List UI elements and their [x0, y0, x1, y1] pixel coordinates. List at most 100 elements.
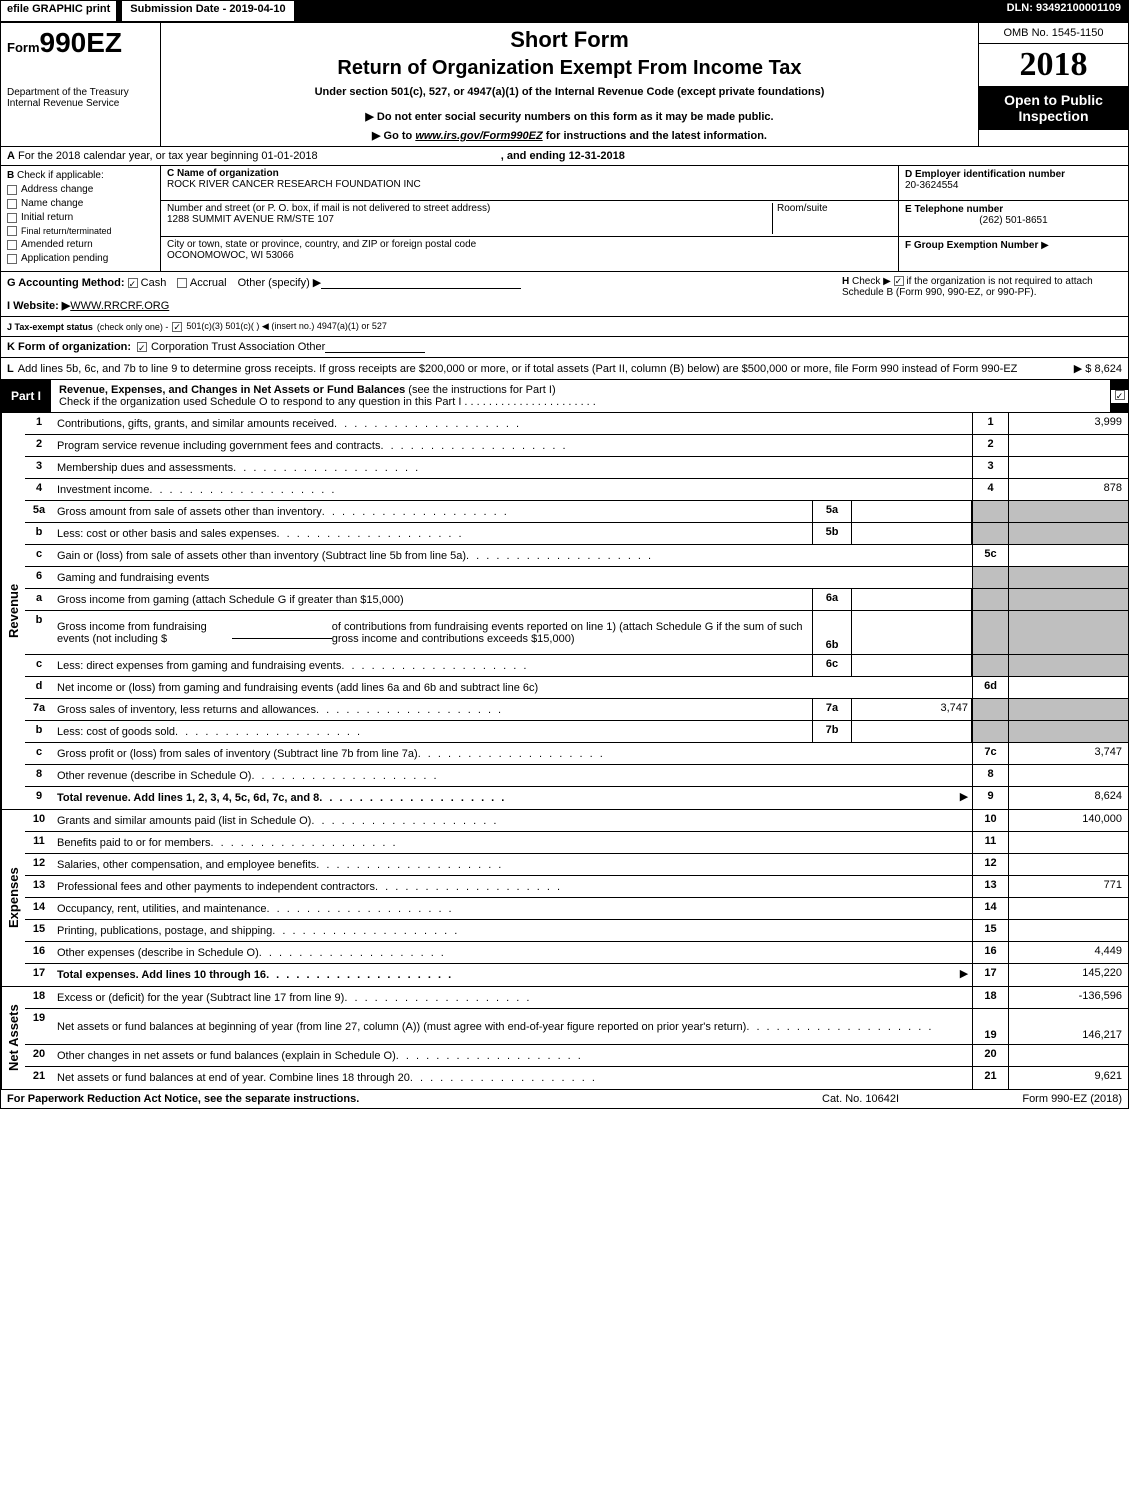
line-6c-num: c	[25, 655, 53, 676]
footer-row: For Paperwork Reduction Act Notice, see …	[0, 1090, 1129, 1109]
website[interactable]: WWW.RRCRF.ORG	[70, 300, 169, 312]
checkbox-h[interactable]	[894, 276, 904, 286]
header-left: Form990EZ Department of the Treasury Int…	[1, 23, 161, 146]
line-5a-sub: 5a	[812, 501, 852, 522]
f-arrow: ▶	[1041, 240, 1049, 251]
row-a: A For the 2018 calendar year, or tax yea…	[0, 147, 1129, 166]
arrow-icon: ▶	[956, 787, 972, 809]
checkbox-501c3[interactable]	[172, 322, 182, 332]
k-other-input[interactable]	[325, 341, 425, 353]
k-label: K Form of organization:	[7, 341, 131, 353]
line-7c-val: 3,747	[1008, 743, 1128, 764]
l-amount: ▶ $ 8,624	[1074, 362, 1122, 375]
line-7b-val-grey	[1008, 721, 1128, 742]
line-6a-box-grey	[972, 589, 1008, 610]
line-18-num: 18	[25, 987, 53, 1008]
line-1-num: 1	[25, 413, 53, 434]
header-note-1: ▶ Do not enter social security numbers o…	[169, 110, 970, 123]
line-11-box: 11	[972, 832, 1008, 853]
part-1-header: Part I Revenue, Expenses, and Changes in…	[0, 380, 1129, 413]
net-assets-section: Net Assets 18Excess or (deficit) for the…	[0, 987, 1129, 1090]
other-label: Other (specify) ▶	[238, 277, 322, 289]
line-6-num: 6	[25, 567, 53, 588]
amended-return-label: Amended return	[21, 239, 93, 250]
checkbox-amended-return[interactable]	[7, 240, 17, 250]
line-5c-val	[1008, 545, 1128, 566]
line-20-box: 20	[972, 1045, 1008, 1066]
e-label: E Telephone number	[905, 204, 1122, 215]
irs-label: Internal Revenue Service	[7, 98, 154, 109]
line-8-num: 8	[25, 765, 53, 786]
efile-label: efile GRAPHIC print	[0, 0, 117, 22]
line-6b-val-grey	[1008, 611, 1128, 654]
line-7b-sval	[852, 721, 972, 742]
line-6a-sval	[852, 589, 972, 610]
note2-link[interactable]: www.irs.gov/Form990EZ	[415, 130, 542, 142]
line-6d-box: 6d	[972, 677, 1008, 698]
line-16-val: 4,449	[1008, 942, 1128, 963]
line-1-val: 3,999	[1008, 413, 1128, 434]
line-15-num: 15	[25, 920, 53, 941]
line-5b-sub: 5b	[812, 523, 852, 544]
line-7a-sval: 3,747	[852, 699, 972, 720]
line-6b-desc-post: of contributions from fundraising events…	[332, 621, 808, 645]
part-1-title-rest: (see the instructions for Part I)	[405, 384, 555, 396]
note2-pre: ▶ Go to	[372, 130, 415, 142]
revenue-section: Revenue 1Contributions, gifts, grants, a…	[0, 413, 1129, 810]
g-label: G Accounting Method:	[7, 277, 125, 289]
checkbox-final-return[interactable]	[7, 226, 17, 236]
room-label: Room/suite	[777, 203, 892, 214]
line-5b-val-grey	[1008, 523, 1128, 544]
line-5a-sval	[852, 501, 972, 522]
j-text: (check only one) -	[97, 322, 169, 332]
line-13-val: 771	[1008, 876, 1128, 897]
line-7a-desc: Gross sales of inventory, less returns a…	[53, 699, 812, 720]
line-18-desc: Excess or (deficit) for the year (Subtra…	[53, 987, 972, 1008]
checkbox-accrual[interactable]	[177, 278, 187, 288]
line-9-box: 9	[972, 787, 1008, 809]
line-9-desc: Total revenue. Add lines 1, 2, 3, 4, 5c,…	[53, 787, 956, 809]
checkbox-initial-return[interactable]	[7, 213, 17, 223]
line-17-num: 17	[25, 964, 53, 986]
checkbox-application-pending[interactable]	[7, 254, 17, 264]
cash-label: Cash	[141, 277, 167, 289]
form-number: 990EZ	[40, 27, 123, 58]
line-8-box: 8	[972, 765, 1008, 786]
line-6c-sub: 6c	[812, 655, 852, 676]
checkbox-corporation[interactable]	[137, 342, 147, 352]
line-6-box-grey	[972, 567, 1008, 588]
line-2-val	[1008, 435, 1128, 456]
revenue-side-label: Revenue	[1, 413, 25, 809]
line-19-box: 19	[972, 1009, 1008, 1044]
line-6a-desc: Gross income from gaming (attach Schedul…	[53, 589, 812, 610]
checkbox-cash[interactable]	[128, 278, 138, 288]
j-opts: 501(c)(3) 501(c)( ) ◀ (insert no.) 4947(…	[186, 321, 387, 332]
line-7a-num: 7a	[25, 699, 53, 720]
checkbox-address-change[interactable]	[7, 185, 17, 195]
footer-left: For Paperwork Reduction Act Notice, see …	[7, 1093, 822, 1105]
line-7b-box-grey	[972, 721, 1008, 742]
line-19-val: 146,217	[1008, 1009, 1128, 1044]
f-label: F Group Exemption Number	[905, 240, 1038, 251]
line-2-box: 2	[972, 435, 1008, 456]
part-1-checkbox[interactable]	[1110, 390, 1128, 403]
line-6b-input[interactable]	[232, 627, 332, 639]
checkbox-name-change[interactable]	[7, 199, 17, 209]
b-text: Check if applicable:	[17, 170, 104, 181]
line-6b-desc-pre: Gross income from fundraising events (no…	[57, 621, 232, 645]
other-specify-input[interactable]	[321, 277, 521, 289]
j-label: J Tax-exempt status	[7, 322, 93, 332]
open-public: Open to Public Inspection	[979, 86, 1128, 130]
a-text: For the 2018 calendar year, or tax year …	[18, 150, 318, 162]
l-text: Add lines 5b, 6c, and 7b to line 9 to de…	[18, 363, 1066, 375]
short-form-title: Short Form	[169, 27, 970, 53]
a-label: A	[7, 150, 15, 162]
footer-right: Form 990-EZ (2018)	[972, 1093, 1122, 1105]
line-19-num: 19	[25, 1009, 53, 1044]
expenses-side-label: Expenses	[1, 810, 25, 986]
submission-date: Submission Date - 2019-04-10	[121, 0, 294, 22]
expenses-section: Expenses 10Grants and similar amounts pa…	[0, 810, 1129, 987]
line-4-num: 4	[25, 479, 53, 500]
line-7c-desc: Gross profit or (loss) from sales of inv…	[53, 743, 972, 764]
part-1-check-text: Check if the organization used Schedule …	[59, 396, 461, 408]
